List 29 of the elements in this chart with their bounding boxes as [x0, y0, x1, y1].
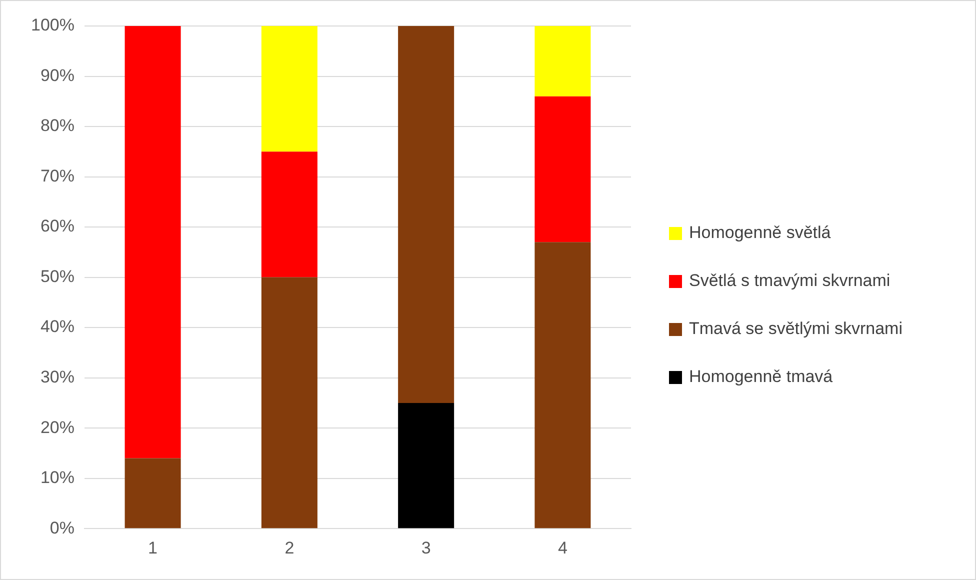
x-tick-label: 3	[421, 538, 431, 558]
bar	[124, 26, 181, 458]
bar	[261, 152, 318, 278]
x-tick-label: 2	[284, 538, 294, 558]
bar	[534, 26, 591, 96]
bar	[398, 26, 454, 403]
y-tick-label: 10%	[40, 468, 74, 488]
legend-label: Homogenně tmavá	[689, 367, 833, 387]
y-tick-label: 40%	[40, 317, 74, 336]
y-tick-label: 30%	[40, 368, 74, 387]
y-tick-label: 70%	[40, 166, 74, 186]
x-tick-label: 4	[558, 538, 568, 558]
legend-label: Homogenně světlá	[689, 223, 831, 243]
legend-label: Světlá s tmavými skvrnami	[689, 271, 890, 291]
legend-label: Tmavá se světlými skvrnami	[689, 319, 902, 339]
bar	[534, 242, 591, 528]
y-tick-label: 20%	[40, 418, 74, 437]
bar	[534, 96, 591, 242]
bar	[261, 277, 318, 528]
bar	[398, 402, 454, 528]
bar	[124, 458, 181, 528]
y-tick-label: 0%	[50, 518, 74, 538]
x-tick-label: 1	[148, 538, 158, 558]
y-tick-label: 60%	[40, 216, 74, 236]
y-tick-label: 100%	[30, 16, 74, 35]
y-tick-label: 50%	[40, 266, 74, 286]
y-tick-label: 80%	[40, 116, 74, 136]
bar	[261, 26, 318, 152]
y-tick-label: 90%	[40, 66, 74, 85]
